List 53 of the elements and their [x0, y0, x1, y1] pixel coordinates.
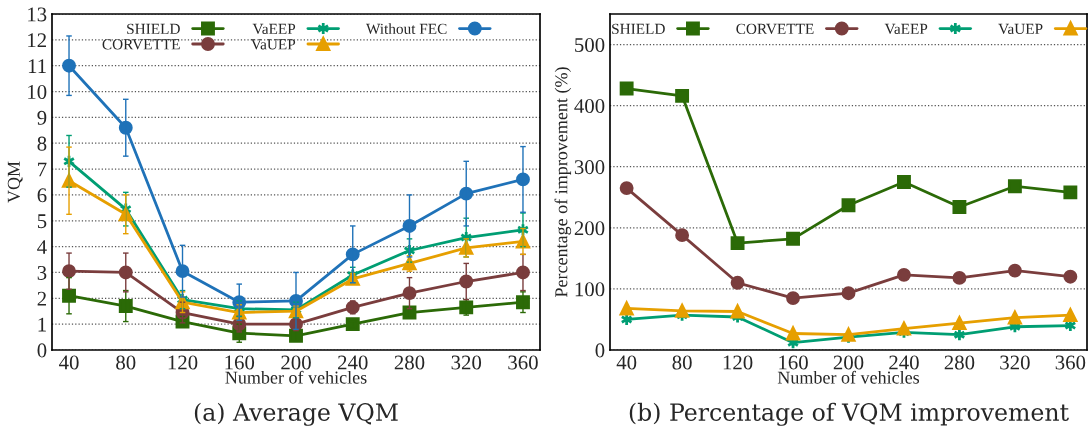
x-tick-label: 120: [723, 355, 753, 370]
y-tick-label: 300: [574, 160, 605, 175]
x-tick-label: 80: [672, 355, 692, 370]
x-tick-label: 120: [168, 355, 198, 370]
x-tick-label: 160: [779, 355, 808, 370]
x-tick-label: 240: [889, 355, 919, 370]
legend-label: Without FEC: [366, 23, 447, 35]
y-tick-label: 11: [28, 59, 46, 73]
x-tick-label: 80: [116, 355, 136, 370]
x-tick-label: 320: [451, 355, 482, 370]
legend-label: CORVETTE: [102, 39, 180, 50]
x-tick-label: 200: [281, 355, 311, 370]
text: (b) Percentage of VQM improvement: [629, 402, 1069, 426]
legend-label: VaUEP: [250, 39, 296, 50]
legend-label: VaEEP: [884, 23, 928, 35]
legend-label: VaUEP: [998, 23, 1043, 35]
legend-label: CORVETTE: [736, 23, 814, 35]
x-tick-label: 280: [394, 355, 425, 370]
y-tick-label: 9: [37, 110, 47, 125]
x-tick-label: 40: [616, 355, 637, 370]
y-tick-label: 13: [28, 7, 47, 22]
y-tick-label: 200: [574, 221, 605, 236]
legend-label: SHIELD: [612, 23, 665, 35]
y-tick-label: 6: [37, 188, 47, 203]
y-tick-label: 12: [28, 33, 46, 48]
text: (a) Average VQM: [194, 402, 398, 426]
legend-label: SHIELD: [127, 23, 180, 35]
y-tick-label: 0: [595, 343, 605, 358]
x-tick-label: 280: [944, 355, 975, 370]
x-tick-label: 320: [1000, 355, 1030, 370]
y-tick-label: 4: [37, 240, 47, 254]
x-tick-label: 40: [59, 355, 79, 370]
y-tick-label: 100: [575, 282, 605, 297]
y-tick-label: 0: [37, 343, 47, 358]
x-tick-label: 360: [1055, 355, 1086, 370]
y-tick-label: 5: [37, 214, 47, 229]
y-axis-title: Percentage of improvement (%): [554, 67, 572, 298]
y-tick-label: 10: [28, 84, 47, 99]
legend-label: VaEEP: [252, 23, 296, 35]
x-tick-label: 160: [225, 355, 255, 370]
x-axis-title: Number of vehicles: [777, 370, 920, 384]
y-tick-label: 8: [37, 136, 47, 151]
x-tick-label: 200: [833, 355, 864, 370]
y-tick-label: 1: [38, 317, 46, 332]
x-axis-title: Number of vehicles: [225, 370, 367, 384]
x-tick-label: 360: [508, 355, 538, 370]
y-tick-label: 400: [574, 99, 605, 114]
y-tick-label: 500: [575, 37, 605, 52]
y-tick-label: 3: [37, 265, 47, 280]
y-tick-label: 2: [37, 291, 46, 306]
x-tick-label: 240: [338, 355, 368, 370]
y-tick-label: 7: [38, 162, 47, 177]
y-axis-title: VQM: [7, 161, 23, 203]
